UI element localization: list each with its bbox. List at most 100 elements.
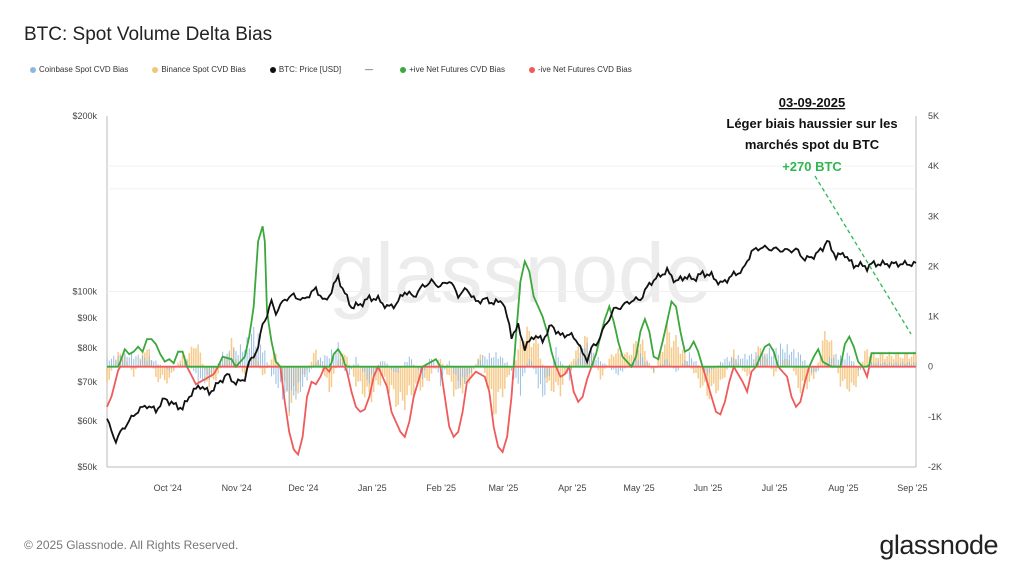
coinbase-bar bbox=[142, 355, 144, 367]
annotation-line1: Léger biais haussier sur les bbox=[726, 116, 897, 131]
binance-bar bbox=[217, 366, 219, 374]
binance-bar bbox=[772, 366, 775, 377]
coinbase-bar bbox=[622, 366, 624, 372]
coinbase-bar bbox=[255, 346, 257, 367]
binance-bar bbox=[517, 349, 519, 367]
coinbase-bar bbox=[619, 366, 621, 371]
binance-bar bbox=[312, 353, 315, 367]
coinbase-bar bbox=[444, 366, 446, 370]
coinbase-bar bbox=[517, 366, 519, 384]
btc-price-line bbox=[106, 239, 917, 446]
binance-bar bbox=[717, 366, 719, 391]
coinbase-bar bbox=[751, 353, 753, 367]
binance-bar bbox=[490, 366, 493, 390]
legend-item-positive-futures[interactable]: +ive Net Futures CVD Bias bbox=[400, 65, 505, 74]
binance-bar bbox=[872, 352, 875, 367]
coinbase-bar bbox=[482, 354, 484, 367]
binance-bar bbox=[381, 366, 384, 377]
coinbase-bar bbox=[639, 353, 641, 367]
coinbase-bar bbox=[762, 349, 764, 367]
binance-bar bbox=[424, 366, 426, 378]
coinbase-bar bbox=[848, 355, 850, 367]
coinbase-bar bbox=[455, 366, 457, 375]
legend-item-coinbase[interactable]: Coinbase Spot CVD Bias bbox=[30, 65, 128, 74]
binance-bar bbox=[555, 366, 557, 383]
coinbase-bar bbox=[111, 358, 113, 367]
binance-bar bbox=[146, 349, 148, 367]
legend-item-negative-futures[interactable]: -ive Net Futures CVD Bias bbox=[528, 65, 632, 74]
binance-bar bbox=[812, 366, 815, 379]
binance-bar bbox=[692, 366, 695, 374]
binance-bar bbox=[895, 354, 897, 367]
binance-bar bbox=[419, 366, 422, 391]
coinbase-bar bbox=[419, 366, 421, 372]
binance-bar bbox=[637, 349, 639, 367]
coinbase-bar bbox=[904, 364, 906, 367]
coinbase-bar bbox=[844, 359, 846, 367]
coinbase-bar bbox=[753, 359, 755, 367]
coinbase-bar bbox=[797, 352, 799, 367]
binance-bar bbox=[746, 366, 748, 377]
coinbase-bar bbox=[735, 360, 737, 367]
legend-item-dash[interactable]: — bbox=[365, 65, 376, 74]
binance-bar bbox=[166, 366, 168, 384]
binance-bar bbox=[270, 359, 273, 367]
binance-bar bbox=[526, 326, 528, 367]
binance-bar bbox=[712, 366, 715, 384]
binance-bar bbox=[839, 366, 842, 387]
binance-bar bbox=[390, 366, 393, 386]
legend-label-price: BTC: Price [USD] bbox=[278, 65, 342, 74]
coinbase-bar bbox=[666, 359, 668, 367]
binance-bar bbox=[359, 366, 362, 382]
coinbase-bar bbox=[244, 350, 246, 367]
coinbase-bar bbox=[813, 366, 815, 373]
binance-bar bbox=[632, 343, 635, 367]
coinbase-bar bbox=[315, 362, 317, 367]
binance-bar bbox=[330, 366, 333, 388]
coinbase-bar bbox=[366, 366, 368, 380]
binance-bar bbox=[870, 353, 873, 367]
binance-bar bbox=[806, 366, 808, 390]
coinbase-bar bbox=[586, 342, 588, 367]
annotation-arrow bbox=[814, 175, 912, 335]
coinbase-bar bbox=[308, 366, 310, 373]
x-tick-label: Feb '25 bbox=[426, 483, 456, 493]
coinbase-bar bbox=[744, 353, 746, 367]
binance-bar bbox=[892, 359, 895, 367]
binance-bar bbox=[377, 366, 379, 385]
binance-bar bbox=[910, 356, 913, 367]
coinbase-bar bbox=[148, 356, 150, 367]
coinbase-bar bbox=[804, 360, 806, 367]
binance-bar bbox=[821, 340, 824, 367]
legend-item-price[interactable]: BTC: Price [USD] bbox=[269, 65, 342, 74]
binance-bar bbox=[484, 366, 486, 373]
binance-bar bbox=[215, 366, 217, 381]
coinbase-bar bbox=[691, 358, 693, 367]
right-tick-label: -2K bbox=[928, 462, 942, 472]
coinbase-bar bbox=[708, 366, 710, 373]
coinbase-bar bbox=[802, 360, 804, 367]
binance-bar bbox=[406, 366, 408, 396]
coinbase-bar bbox=[133, 358, 135, 367]
right-tick-label: 5K bbox=[928, 111, 939, 121]
binance-bar bbox=[106, 366, 108, 382]
binance-bar bbox=[415, 366, 417, 384]
coinbase-bar bbox=[782, 349, 784, 367]
coinbase-bar bbox=[273, 366, 275, 375]
x-tick-label: Sep '25 bbox=[897, 483, 927, 493]
binance-bar bbox=[726, 366, 728, 370]
binance-bar bbox=[577, 346, 579, 367]
glassnode-logo: glassnode bbox=[879, 530, 998, 560]
coinbase-bar bbox=[846, 352, 848, 367]
coinbase-bar bbox=[788, 354, 790, 367]
coinbase-bar bbox=[386, 363, 388, 367]
legend-item-binance[interactable]: Binance Spot CVD Bias bbox=[152, 65, 246, 74]
binance-bar bbox=[615, 353, 617, 367]
coinbase-bar bbox=[224, 358, 226, 367]
binance-bar bbox=[912, 351, 915, 367]
binance-bar bbox=[572, 358, 575, 367]
coinbase-bar bbox=[382, 361, 384, 367]
coinbase-bar bbox=[526, 363, 528, 367]
annotation-date: 03-09-2025 bbox=[779, 95, 846, 110]
